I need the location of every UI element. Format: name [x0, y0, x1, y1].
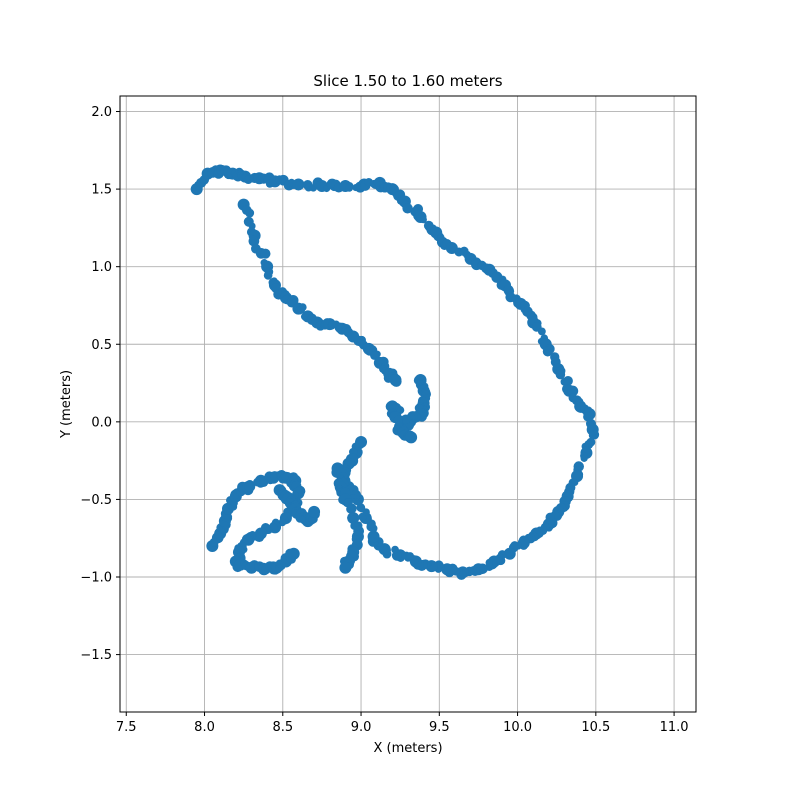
data-point — [505, 549, 514, 558]
data-point — [537, 327, 546, 336]
x-tick-label: 10.5 — [581, 720, 610, 735]
x-tick-label: 11.0 — [660, 720, 689, 735]
data-point — [402, 203, 413, 214]
x-tick-label: 10.0 — [503, 720, 532, 735]
data-point — [555, 369, 566, 380]
chart-title: Slice 1.50 to 1.60 meters — [313, 72, 502, 90]
data-point — [442, 564, 452, 574]
data-point — [419, 216, 427, 224]
x-tick-label: 8.5 — [272, 720, 293, 735]
data-point — [519, 541, 529, 550]
data-point — [391, 545, 399, 554]
data-point — [345, 184, 354, 192]
y-axis-title: Y (meters) — [59, 370, 74, 439]
data-point — [369, 531, 377, 539]
data-series-0 — [190, 164, 600, 580]
data-point — [295, 181, 304, 190]
x-tick-label: 9.0 — [351, 720, 372, 735]
data-point — [339, 561, 352, 574]
data-point — [542, 346, 553, 357]
data-point — [389, 373, 402, 386]
data-point — [346, 504, 356, 514]
data-point — [588, 431, 597, 440]
y-tick-label: 1.0 — [91, 260, 112, 275]
y-axis-ticks: −1.5 −1.0 −0.5 0.0 0.5 1.0 1.5 2.0 — [80, 105, 120, 663]
x-axis-title: X (meters) — [373, 741, 442, 756]
y-tick-label: 1.5 — [91, 183, 112, 198]
data-series-2 — [385, 373, 431, 444]
data-point — [248, 235, 260, 247]
grid — [120, 96, 696, 712]
y-tick-label: 0.0 — [91, 415, 112, 430]
data-point — [567, 385, 579, 397]
data-point — [254, 532, 265, 543]
x-tick-label: 8.0 — [194, 720, 215, 735]
data-points — [190, 164, 600, 580]
data-point — [287, 547, 300, 560]
y-tick-label: −1.0 — [80, 571, 112, 586]
data-point — [297, 305, 306, 314]
data-point — [400, 414, 411, 425]
y-tick-label: −1.5 — [80, 648, 112, 663]
data-point — [393, 415, 403, 425]
data-point — [580, 454, 588, 462]
x-tick-label: 7.5 — [116, 720, 137, 735]
data-point — [260, 248, 271, 259]
plot-frame — [119, 95, 697, 713]
data-point — [244, 480, 256, 492]
data-point — [405, 431, 418, 444]
x-tick-label: 9.5 — [429, 720, 450, 735]
data-point — [278, 518, 287, 527]
data-point — [349, 515, 358, 524]
y-tick-label: 0.5 — [91, 338, 112, 353]
data-point — [308, 505, 321, 518]
data-point — [563, 376, 573, 386]
data-series-1 — [237, 198, 402, 387]
data-point — [245, 208, 255, 218]
y-tick-label: 2.0 — [91, 105, 112, 120]
data-point — [448, 243, 458, 252]
data-point — [485, 558, 493, 567]
x-axis-ticks: 7.5 8.0 8.5 9.0 9.5 10.0 10.5 11.0 — [116, 712, 689, 735]
y-tick-label: −0.5 — [80, 493, 112, 508]
data-series-3 — [333, 436, 368, 574]
data-point — [263, 271, 273, 280]
data-series-5 — [273, 484, 321, 528]
